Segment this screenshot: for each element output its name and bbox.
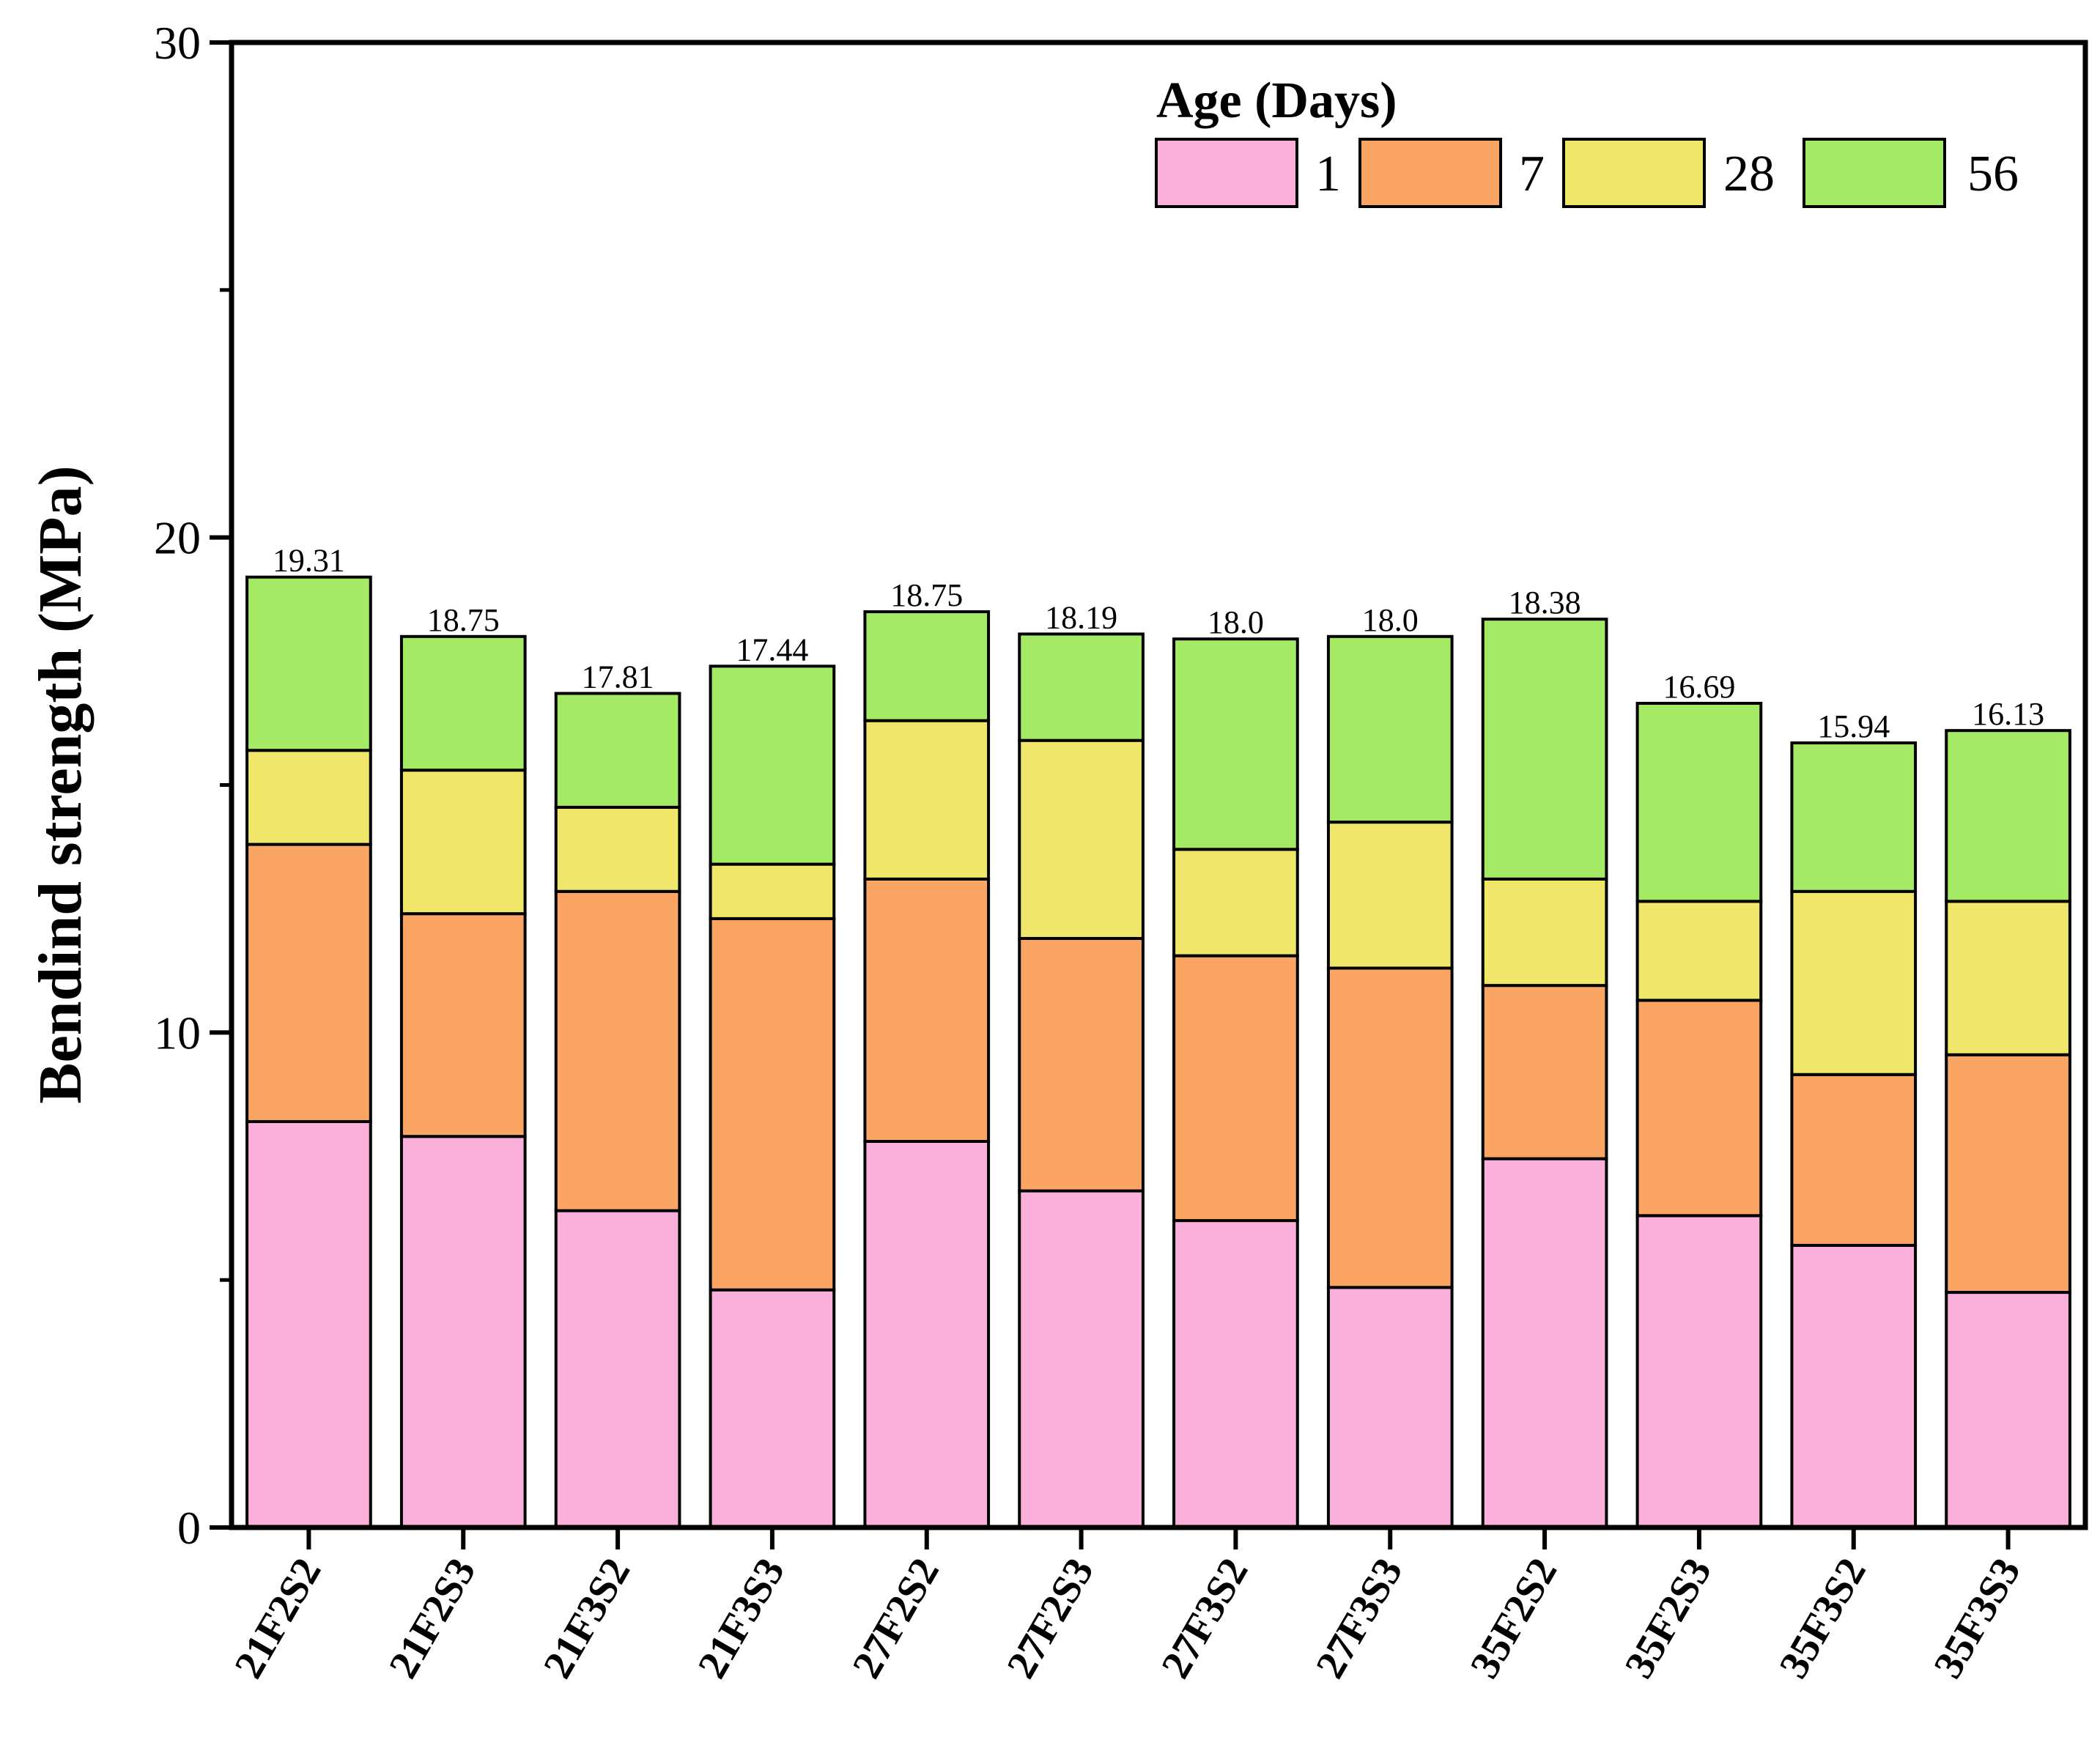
bar-27F2S3-age-56 [1018, 632, 1145, 742]
bar-21F3S3-age-7 [709, 916, 836, 1292]
legend-title: Age (Days) [1156, 73, 1397, 129]
bars-layer: 19.31 18.75 17.81 17.44 18.75 18.19 18.0 18.0 18… [245, 543, 2071, 1530]
x-tick-label-35F3S3: 35F3S3 [1925, 1551, 2029, 1686]
bar-27F3S3-age-7 [1326, 966, 1454, 1289]
total-label-27F2S2: 18.75 [890, 577, 963, 613]
bar-21F3S3-age-28 [709, 862, 836, 920]
y-tick-label-0: 0 [177, 1502, 201, 1554]
x-tick-label-35F3S2: 35F3S2 [1771, 1551, 1875, 1686]
bar-21F2S2-age-7 [245, 842, 372, 1123]
legend-label-56: 56 [1967, 146, 2019, 202]
bar-35F3S3-age-7 [1945, 1053, 2071, 1295]
total-label-35F3S3: 16.13 [1972, 696, 2044, 732]
legend-swatch-56 [1803, 138, 1946, 208]
bar-35F3S3-age-1 [1945, 1291, 2071, 1530]
bar-21F2S2-age-28 [245, 749, 372, 846]
bar-35F2S2-age-7 [1481, 984, 1608, 1160]
bar-27F2S3-age-1 [1018, 1189, 1145, 1529]
bar-35F2S2-age-28 [1481, 877, 1608, 988]
bar-27F2S3-age-28 [1018, 738, 1145, 940]
total-label-21F3S3: 17.44 [736, 632, 808, 667]
bar-21F3S2-age-56 [554, 692, 681, 809]
total-label-21F2S3: 18.75 [427, 602, 500, 638]
bar-21F3S3-age-1 [709, 1288, 836, 1530]
bar-21F2S3-age-1 [399, 1135, 527, 1530]
y-tick-label-20: 20 [154, 512, 201, 564]
bar-35F2S3-age-7 [1635, 999, 1763, 1218]
bar-27F3S2-age-7 [1172, 954, 1299, 1223]
x-tick-label-21F2S2: 21F2S2 [226, 1551, 330, 1686]
x-tick-label-35F2S2: 35F2S2 [1462, 1551, 1566, 1686]
bar-35F2S2-age-1 [1481, 1157, 1608, 1529]
total-label-27F3S2: 18.0 [1208, 604, 1264, 640]
bar-21F2S2-age-56 [245, 575, 372, 752]
legend-label-7: 7 [1519, 146, 1545, 202]
total-label-35F2S2: 18.38 [1509, 585, 1581, 621]
bar-35F2S3-age-28 [1635, 900, 1763, 1002]
x-tick-label-27F2S3: 27F2S3 [998, 1551, 1102, 1686]
x-tick-label-35F2S3: 35F2S3 [1616, 1551, 1720, 1686]
bar-35F2S3-age-56 [1635, 702, 1763, 903]
bar-35F3S3-age-28 [1945, 900, 2071, 1056]
bar-27F2S3-age-7 [1018, 936, 1145, 1193]
bar-27F2S2-age-7 [863, 877, 991, 1143]
legend-label-1: 1 [1315, 146, 1341, 202]
x-tick-label-21F3S2: 21F3S2 [535, 1551, 639, 1686]
bar-27F3S2-age-1 [1172, 1219, 1299, 1529]
bar-27F2S2-age-1 [863, 1139, 991, 1529]
bar-35F2S2-age-56 [1481, 618, 1608, 881]
legend-swatch-28 [1562, 138, 1706, 208]
legend-swatch-7 [1358, 138, 1502, 208]
bar-21F3S2-age-7 [554, 889, 681, 1212]
bar-21F2S2-age-1 [245, 1119, 372, 1530]
y-axis-title: Bendind strength (MPa) [26, 465, 95, 1103]
bar-21F2S3-age-28 [399, 769, 527, 916]
total-label-35F2S3: 16.69 [1663, 669, 1735, 705]
bar-27F2S2-age-56 [863, 610, 991, 722]
bar-27F2S2-age-28 [863, 719, 991, 881]
bar-35F3S2-age-28 [1790, 889, 1918, 1076]
bar-27F3S2-age-56 [1172, 637, 1299, 851]
bar-35F3S2-age-1 [1790, 1243, 1918, 1529]
x-tick-label-27F3S3: 27F3S3 [1307, 1551, 1411, 1686]
x-tick-label-21F2S3: 21F2S3 [380, 1551, 484, 1686]
x-tick-label-27F2S2: 27F2S2 [844, 1551, 948, 1686]
bar-21F3S3-age-56 [709, 664, 836, 866]
legend-swatch-1 [1155, 138, 1298, 208]
bar-21F2S3-age-56 [399, 634, 527, 772]
y-tick-label-10: 10 [154, 1007, 201, 1059]
bar-27F3S3-age-56 [1326, 634, 1454, 824]
total-label-35F3S2: 15.94 [1817, 708, 1890, 744]
bar-21F3S2-age-1 [554, 1209, 681, 1530]
bar-27F3S2-age-28 [1172, 848, 1299, 958]
x-tick-label-27F3S2: 27F3S2 [1153, 1551, 1257, 1686]
y-tick-label-30: 30 [154, 17, 201, 69]
total-label-21F2S2: 19.31 [273, 543, 345, 579]
bar-35F3S2-age-56 [1790, 741, 1918, 893]
y-axis: 0 10 20 30 [154, 17, 232, 1554]
bar-21F2S3-age-7 [399, 912, 527, 1138]
bar-21F3S2-age-28 [554, 805, 681, 893]
legend-label-28: 28 [1723, 146, 1775, 202]
bar-27F3S3-age-28 [1326, 821, 1454, 970]
x-tick-label-21F3S3: 21F3S3 [689, 1551, 794, 1686]
bar-27F3S3-age-1 [1326, 1286, 1454, 1529]
bar-35F3S2-age-7 [1790, 1073, 1918, 1247]
legend: Age (Days) 1 7 28 56 [1155, 73, 2019, 208]
total-label-27F2S3: 18.19 [1045, 599, 1117, 635]
total-label-27F3S3: 18.0 [1362, 602, 1419, 638]
bar-35F3S3-age-56 [1945, 729, 2071, 903]
bar-35F2S3-age-1 [1635, 1214, 1763, 1529]
x-axis: 21F2S2 21F2S3 21F3S2 21F3S3 27F2S2 27F2S3 27F3… [226, 1527, 2030, 1686]
total-label-21F3S2: 17.81 [582, 659, 654, 695]
